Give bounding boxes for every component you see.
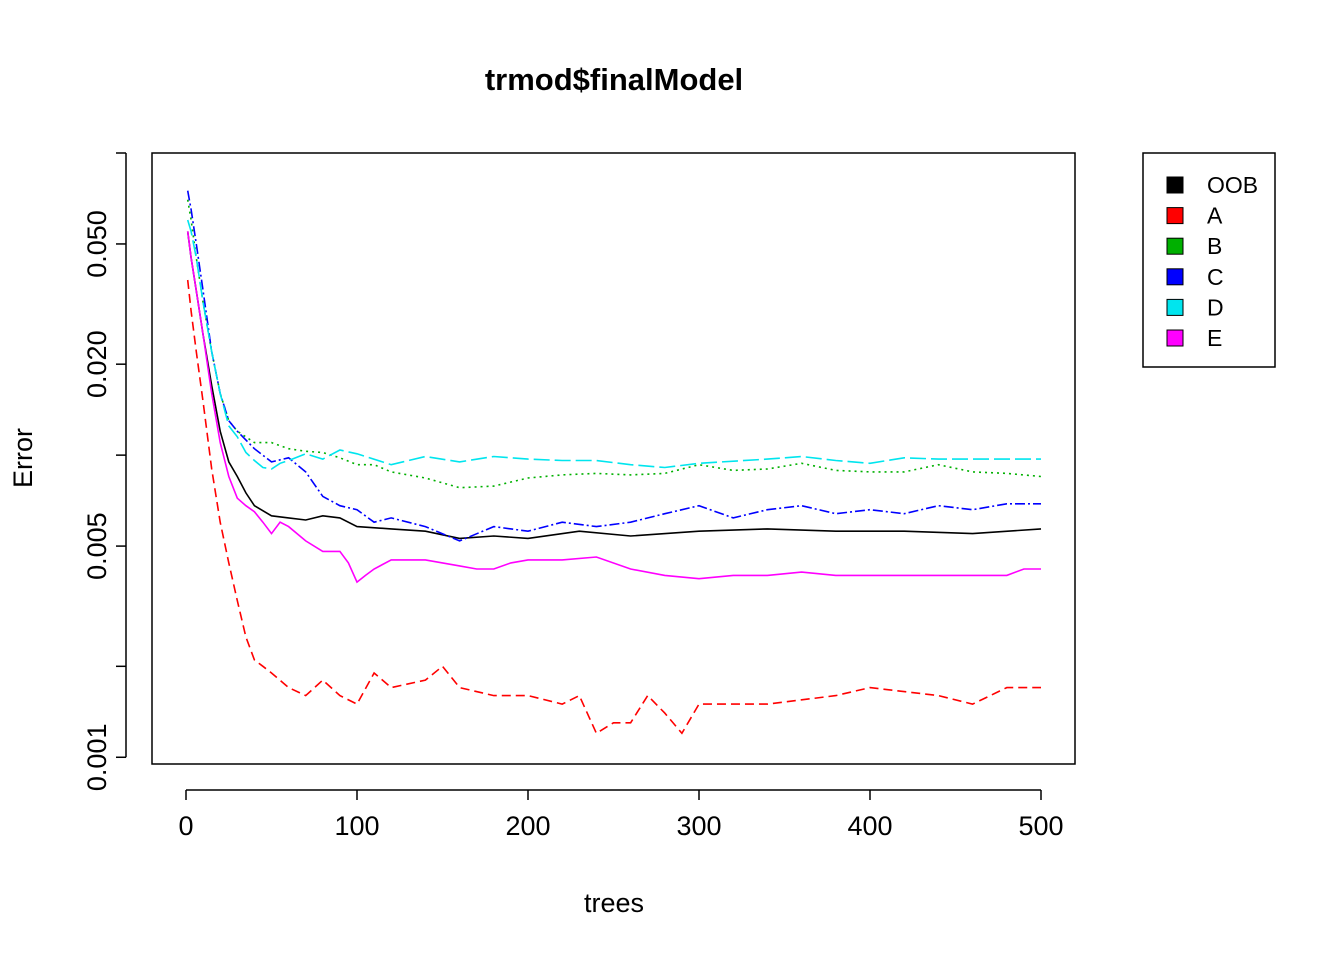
series-line-e: [186, 231, 1041, 584]
y-tick-label: 0.001: [82, 724, 112, 792]
chart-title: trmod$finalModel: [485, 62, 743, 97]
x-tick-label: 400: [847, 811, 892, 841]
y-tick-label: 0.020: [82, 330, 112, 398]
series-line-d: [186, 219, 1041, 470]
legend-swatch-d: [1166, 298, 1184, 316]
legend-label-a: A: [1207, 203, 1223, 229]
y-tick-label: 0.005: [82, 512, 112, 580]
series-line-b: [186, 199, 1042, 489]
y-tick-label: 0.050: [82, 210, 112, 278]
x-tick-label: 0: [178, 811, 193, 841]
legend-swatch-a: [1166, 207, 1184, 225]
legend-label-d: D: [1207, 294, 1224, 320]
x-tick-label: 200: [505, 811, 550, 841]
legend-swatch-c: [1166, 268, 1184, 286]
x-axis-label: trees: [584, 888, 644, 918]
x-tick-label: 300: [676, 811, 721, 841]
series-layer: [186, 190, 1042, 735]
legend-box: [1142, 152, 1276, 368]
legend-swatch-oob: [1166, 176, 1184, 194]
x-tick-label: 100: [334, 811, 379, 841]
legend-label-e: E: [1207, 325, 1222, 351]
legend-label-oob: OOB: [1207, 172, 1258, 198]
legend-swatch-e: [1166, 329, 1184, 347]
y-axis-label: Error: [8, 428, 38, 488]
series-line-a: [186, 279, 1041, 735]
legend-label-c: C: [1207, 264, 1224, 290]
legend-label-b: B: [1207, 233, 1222, 259]
x-tick-label: 500: [1018, 811, 1063, 841]
y-axis: 0.001 0.005 0.020 0.050: [82, 152, 127, 792]
series-line-c: [186, 190, 1041, 542]
series-line-oob: [186, 231, 1042, 540]
plot-area: [151, 152, 1076, 765]
x-axis: 0 100 200 300 400 500: [178, 789, 1064, 841]
legend-swatch-b: [1166, 237, 1184, 255]
